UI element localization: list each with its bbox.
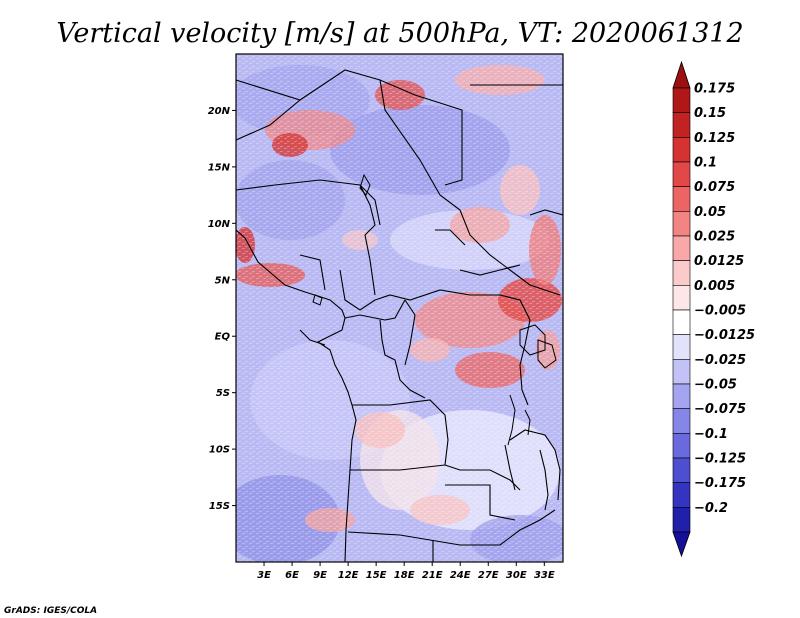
colorbar-swatch [672,285,691,311]
colorbar-swatch [672,211,691,237]
lat-tick-label: 20N [208,106,231,117]
lon-tick-label: 21E [422,570,443,581]
colorbar-bottom-extend [672,531,691,558]
colorbar-label: 0.0125 [694,254,744,269]
colorbar-label: −0.05 [694,378,737,393]
lat-tick-label: 15S [209,501,230,512]
country-borders [236,69,563,562]
colorbar-label: 0.025 [694,230,735,245]
colorbar-swatch [672,260,691,286]
grads-credit: GrADS: IGES/COLA [4,606,97,616]
colorbar-swatch [672,359,691,385]
colorbar-label: −0.175 [694,476,746,491]
colorbar-label: −0.005 [694,304,746,319]
colorbar-label: −0.025 [694,353,746,368]
colorbar-label: 0.1 [694,156,717,171]
lat-tick-label: 10N [208,219,231,230]
colorbar-swatch [672,383,691,409]
lat-tick-label: 15N [208,162,231,173]
colorbar-swatch [672,112,691,138]
colorbar-swatch [672,457,691,483]
colorbar-label: 0.15 [694,106,726,121]
colorbar-swatch [672,482,691,508]
lon-tick-label: 24E [450,570,471,581]
colorbar-label: −0.1 [694,427,728,442]
lon-tick-label: 6E [285,570,299,581]
lon-tick-label: 3E [257,570,271,581]
colorbar-top-extend [672,60,691,89]
colorbar-swatch [672,408,691,434]
colorbar-label: 0.005 [694,279,735,294]
colorbar-label: −0.075 [694,402,746,417]
colorbar-swatch [672,309,691,335]
plot-title: Vertical velocity [m/s] at 500hPa, VT: 2… [56,18,743,49]
lon-tick-label: 33E [534,570,555,581]
colorbar-label: 0.075 [694,180,735,195]
lat-tick-label: EQ [215,332,231,343]
lat-tick-label: 5S [216,388,230,399]
lon-tick-label: 18E [394,570,415,581]
lakes [312,173,557,446]
vertical-velocity-field [236,54,563,562]
colorbar-label: −0.0125 [694,328,755,343]
map-frame [235,53,564,563]
lon-tick-label: 30E [506,570,527,581]
colorbar-swatch [672,186,691,212]
colorbar-label: 0.05 [694,205,726,220]
colorbar-label: 0.175 [694,82,735,97]
colorbar-swatch [672,161,691,187]
lon-tick-label: 27E [478,570,499,581]
colorbar-swatch [672,235,691,261]
colorbar-swatch [672,433,691,459]
colorbar-swatch [672,137,691,163]
lon-tick-label: 12E [338,570,359,581]
colorbar-label: −0.125 [694,452,746,467]
lon-tick-label: 15E [366,570,387,581]
colorbar-label: −0.2 [694,501,728,516]
colorbar-swatch [672,507,691,533]
latitude-axis: 20N 15N 10N 5N EQ 5S 10S 15S [208,106,236,512]
map-panel [236,54,563,562]
lon-tick-label: 9E [313,570,327,581]
colorbar-swatch [672,334,691,360]
lat-tick-label: 5N [215,275,231,286]
colorbar-label: 0.125 [694,131,735,146]
longitude-axis: 3E 6E 9E 12E 15E 18E 21E 24E 27E 30E 33E [257,562,555,581]
colorbar: 0.175 0.15 0.125 0.1 0.075 0.05 0.025 0.0125 0.0… [672,60,755,558]
colorbar-swatch [672,87,691,113]
lat-tick-label: 10S [209,445,230,456]
